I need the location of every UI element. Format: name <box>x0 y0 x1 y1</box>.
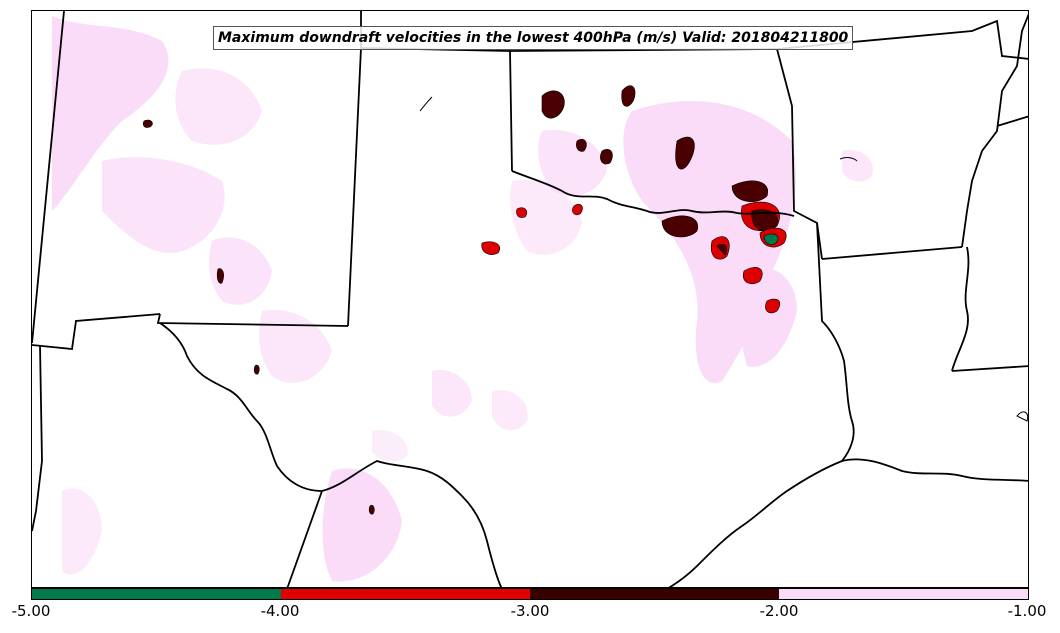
colorbar-tick-label: -2.00 <box>759 602 799 620</box>
strong-downdraft-cores <box>142 85 787 515</box>
map-canvas <box>32 11 1028 587</box>
colorbar-tick-label: -3.00 <box>510 602 550 620</box>
colorbar-tick-label: -1.00 <box>1007 602 1047 620</box>
lakes <box>419 96 1028 422</box>
colorbar <box>31 588 1029 600</box>
colorbar-tick-label: -4.00 <box>260 602 300 620</box>
state-boundaries <box>32 11 1028 587</box>
colorbar-segment-green <box>32 589 281 599</box>
colorbar-segment-pink <box>779 589 1028 599</box>
colorbar-tick-label: -5.00 <box>11 602 51 620</box>
weak-downdraft-areas <box>52 16 873 582</box>
map-panel: Maximum downdraft velocities in the lowe… <box>31 10 1029 588</box>
colorbar-segment-red <box>281 589 530 599</box>
colorbar-segment-dark-red <box>530 589 779 599</box>
map-title: Maximum downdraft velocities in the lowe… <box>213 26 854 50</box>
